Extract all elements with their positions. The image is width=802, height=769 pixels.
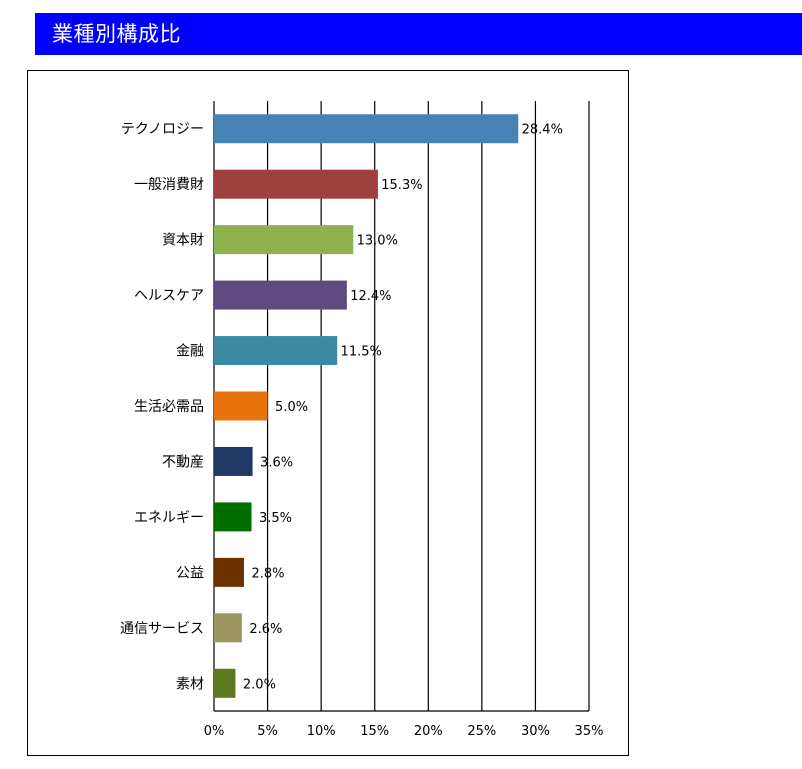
x-tick-label: 0% bbox=[204, 724, 225, 739]
value-label: 2.8% bbox=[251, 566, 284, 581]
value-label: 5.0% bbox=[275, 400, 308, 415]
category-label: 金融 bbox=[176, 344, 204, 360]
bar bbox=[214, 557, 244, 587]
value-label: 2.0% bbox=[243, 677, 276, 692]
x-tick-label: 35% bbox=[575, 724, 604, 739]
x-tick-label: 25% bbox=[467, 724, 496, 739]
x-tick-label: 30% bbox=[521, 724, 550, 739]
x-tick-label: 10% bbox=[307, 724, 336, 739]
bar bbox=[214, 391, 268, 421]
value-label: 11.5% bbox=[341, 345, 382, 360]
sector-bar-chart: 0% 5% 10% 15% 20% 25% 30% 35% テクノロジー 28.4% 一般消費財 15… bbox=[120, 101, 604, 739]
category-label: テクノロジー bbox=[121, 122, 204, 138]
value-label: 3.6% bbox=[260, 455, 293, 470]
bar bbox=[214, 336, 338, 366]
x-tick-label: 15% bbox=[360, 724, 389, 739]
category-label: エネルギー bbox=[134, 510, 204, 526]
value-label: 15.3% bbox=[381, 178, 422, 193]
bar bbox=[214, 114, 519, 144]
x-tick-label: 5% bbox=[257, 724, 278, 739]
category-label: 通信サービス bbox=[120, 621, 204, 637]
value-label: 28.4% bbox=[522, 123, 563, 138]
category-label: ヘルスケア bbox=[134, 288, 204, 304]
x-tick-label: 20% bbox=[414, 724, 443, 739]
value-label: 2.6% bbox=[249, 622, 282, 637]
bar bbox=[214, 668, 236, 698]
category-label: 不動産 bbox=[162, 454, 204, 470]
chart-frame: 0% 5% 10% 15% 20% 25% 30% 35% テクノロジー 28.4% 一般消費財 15… bbox=[27, 70, 629, 756]
bar bbox=[214, 280, 347, 310]
header-bar: 業種別構成比 bbox=[35, 13, 802, 55]
value-label: 3.5% bbox=[259, 511, 292, 526]
bar bbox=[214, 446, 253, 476]
bar bbox=[214, 169, 378, 199]
page-title: 業種別構成比 bbox=[52, 22, 181, 46]
category-label: 生活必需品 bbox=[134, 399, 204, 415]
bar bbox=[214, 613, 242, 643]
category-label: 素材 bbox=[176, 676, 204, 692]
value-label: 13.0% bbox=[357, 234, 398, 249]
bar bbox=[214, 502, 252, 532]
value-label: 12.4% bbox=[350, 289, 391, 304]
bar bbox=[214, 225, 354, 255]
category-label: 一般消費財 bbox=[134, 177, 204, 193]
category-label: 公益 bbox=[176, 565, 204, 581]
category-label: 資本財 bbox=[162, 233, 204, 249]
